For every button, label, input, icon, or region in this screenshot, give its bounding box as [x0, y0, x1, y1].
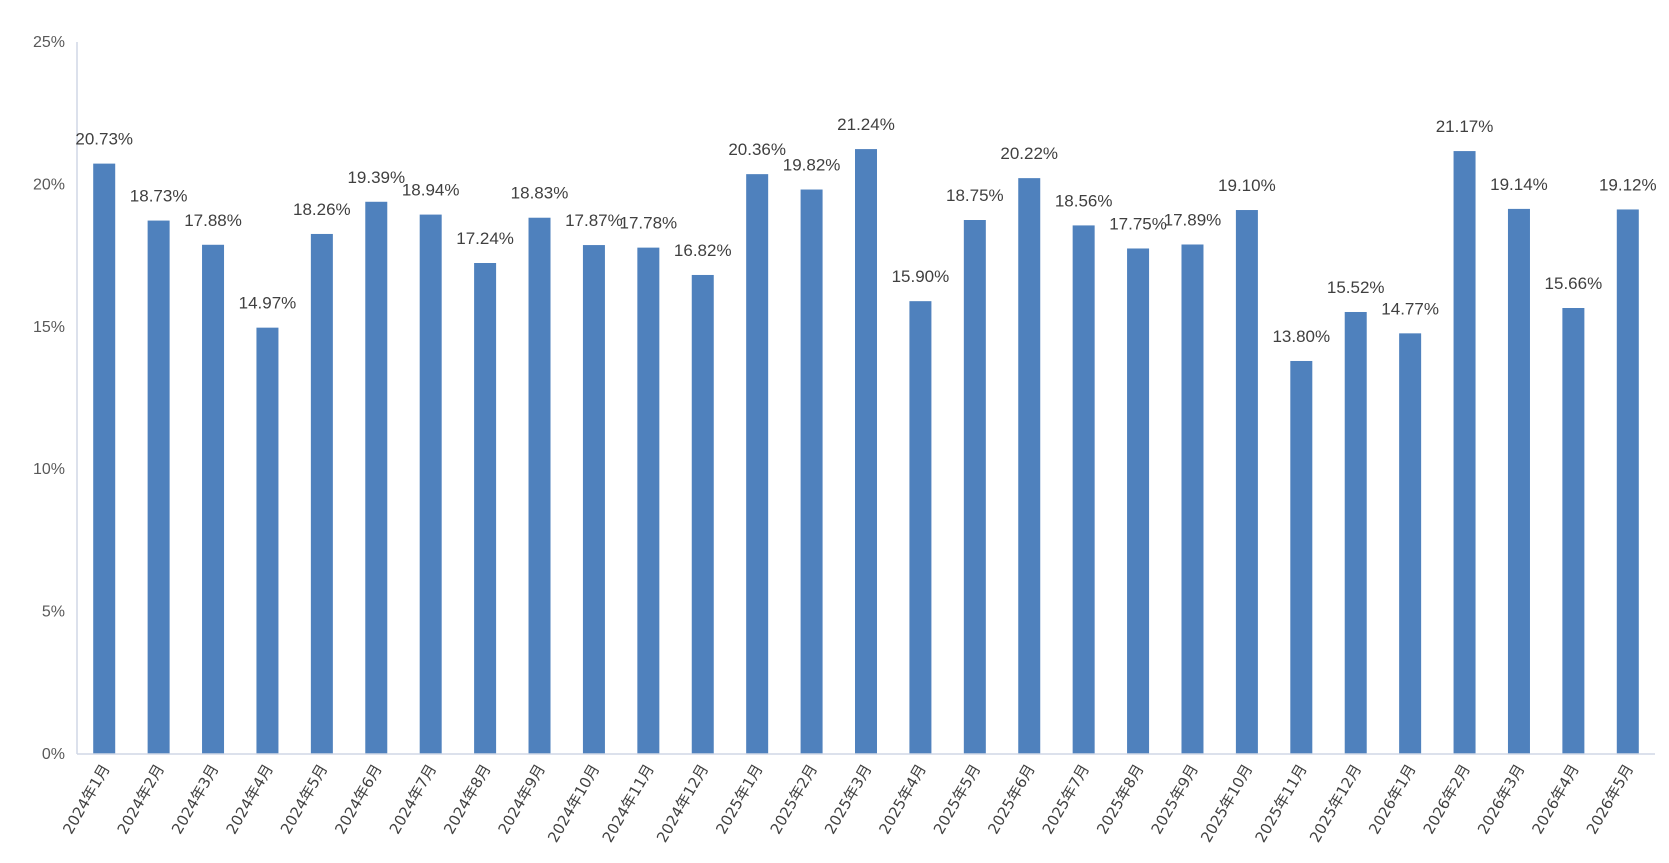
x-tick-label: 2024年11月: [599, 761, 658, 846]
bar: [1181, 244, 1204, 754]
x-tick-label: 2024年7月: [386, 761, 440, 837]
x-tick-label: 2024年3月: [168, 761, 222, 837]
x-tick-label: 2026年1月: [1365, 761, 1419, 837]
data-label: 18.26%: [293, 200, 351, 219]
bar: [1399, 333, 1422, 754]
x-tick-label: 2025年11月: [1252, 761, 1311, 846]
y-tick-label: 5%: [42, 604, 65, 621]
y-tick-label: 20%: [33, 176, 65, 193]
bar: [528, 217, 551, 754]
data-label: 17.24%: [456, 229, 514, 248]
data-label: 18.83%: [511, 184, 569, 203]
x-tick-label: 2025年8月: [1093, 761, 1147, 837]
y-tick-label: 10%: [33, 461, 65, 478]
bar: [202, 244, 225, 755]
bar: [1072, 225, 1095, 754]
data-label: 19.82%: [783, 156, 841, 175]
data-label: 17.75%: [1109, 214, 1167, 233]
x-tick-label: 2024年6月: [331, 761, 385, 837]
data-label: 17.89%: [1164, 210, 1222, 229]
bar: [365, 201, 388, 754]
bar: [1562, 308, 1585, 754]
x-tick-label: 2024年8月: [440, 761, 494, 837]
bar: [1018, 178, 1041, 754]
bar: [855, 149, 877, 755]
x-tick-label: 2025年7月: [1039, 761, 1093, 837]
x-tick-label: 2026年4月: [1528, 761, 1582, 837]
data-label: 19.10%: [1218, 176, 1276, 195]
bar: [582, 245, 605, 755]
y-tick-label: 0%: [42, 746, 65, 763]
x-tick-label: 2026年2月: [1420, 761, 1474, 837]
x-tick-label: 2024年10月: [544, 761, 603, 846]
bar: [147, 220, 170, 755]
x-tick-label: 2025年9月: [1147, 761, 1201, 837]
x-tick-label: 2024年4月: [222, 761, 276, 837]
x-tick-label: 2026年3月: [1474, 761, 1528, 837]
bar: [474, 263, 497, 754]
data-label: 20.73%: [75, 130, 133, 149]
bar: [1616, 209, 1639, 754]
x-tick-label: 2026年5月: [1583, 761, 1637, 837]
x-tick-label: 2025年1月: [712, 761, 766, 837]
bar: [963, 220, 986, 754]
x-tick-label: 2025年4月: [875, 761, 929, 837]
bar: [1344, 311, 1367, 754]
bar: [746, 174, 769, 754]
bar: [691, 274, 714, 754]
bar: [909, 301, 932, 754]
x-tick-label: 2024年12月: [653, 761, 712, 846]
bar: [93, 163, 116, 754]
x-tick-label: 2025年12月: [1306, 761, 1365, 846]
data-label: 17.87%: [565, 211, 623, 230]
x-tick-label: 2024年2月: [114, 761, 168, 837]
data-label: 19.12%: [1599, 175, 1657, 194]
bar: [1507, 208, 1530, 754]
data-label: 15.52%: [1327, 278, 1385, 297]
x-tick-label: 2024年9月: [495, 761, 549, 837]
data-label: 20.22%: [1000, 144, 1058, 163]
x-tick-label: 2025年5月: [930, 761, 984, 837]
y-tick-label: 15%: [33, 319, 65, 336]
bar: [1235, 210, 1258, 755]
x-tick-label: 2025年10月: [1197, 761, 1256, 846]
data-label: 15.66%: [1545, 274, 1603, 293]
data-label: 21.24%: [837, 115, 895, 134]
data-label: 20.36%: [728, 140, 786, 159]
data-label: 14.77%: [1381, 299, 1439, 318]
data-labels: 20.73% 18.73% 17.88% 14.97% 18.26% 19.39%18.9…: [75, 115, 1656, 346]
data-label: 18.73%: [130, 187, 188, 206]
bar: [800, 189, 823, 755]
data-label: 17.78%: [620, 214, 678, 233]
data-label: 18.56%: [1055, 191, 1113, 210]
bar: [310, 233, 333, 754]
bars: [93, 149, 1639, 755]
x-tick-label: 2025年3月: [821, 761, 875, 837]
data-label: 14.97%: [239, 294, 297, 313]
data-label: 17.88%: [184, 211, 242, 230]
y-axis: 0% 5% 10% 15% 20% 25%: [33, 34, 78, 763]
bar: [1453, 151, 1476, 755]
bar: [1290, 360, 1313, 754]
x-axis: 2024年1月 2024年2月 2024年3月 2024年4月 2024年5月 2024年…: [59, 753, 1655, 846]
data-label: 15.90%: [892, 267, 950, 286]
y-tick-label: 25%: [33, 34, 65, 51]
data-label: 18.75%: [946, 186, 1004, 205]
data-label: 19.39%: [347, 168, 405, 187]
x-tick-label: 2024年5月: [277, 761, 331, 837]
bar: [1127, 248, 1150, 755]
bar: [637, 247, 660, 754]
data-label: 21.17%: [1436, 117, 1494, 136]
bar: [419, 214, 442, 754]
data-label: 18.94%: [402, 181, 460, 200]
x-tick-label: 2025年2月: [767, 761, 821, 837]
data-label: 19.14%: [1490, 175, 1548, 194]
data-label: 16.82%: [674, 241, 732, 260]
data-label: 13.80%: [1272, 327, 1330, 346]
x-tick-label: 2025年6月: [984, 761, 1038, 837]
bar: [256, 327, 279, 754]
x-tick-label: 2024年1月: [59, 761, 113, 837]
